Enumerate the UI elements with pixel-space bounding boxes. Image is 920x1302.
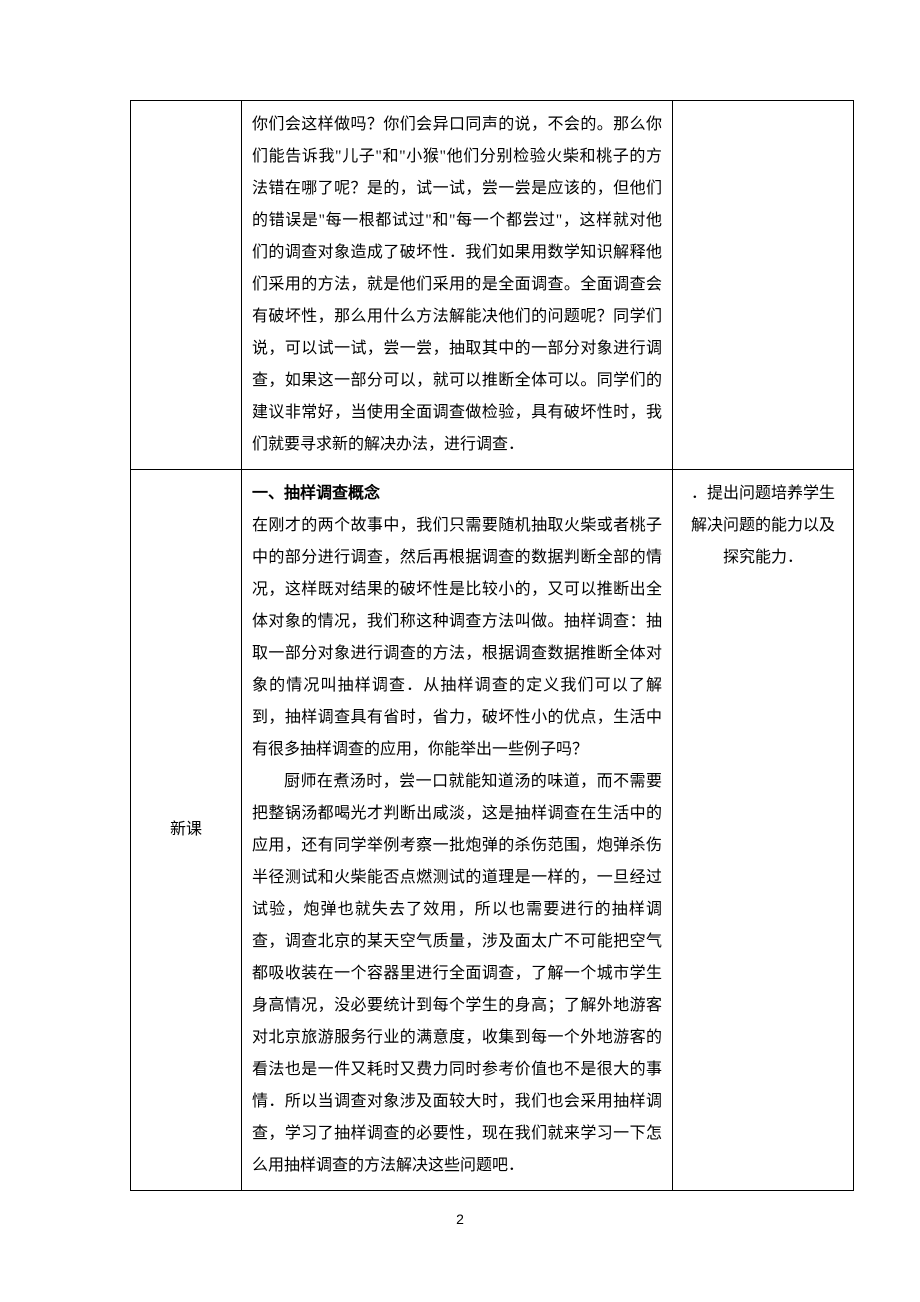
row2-content-cell: 一、抽样调查概念 在刚才的两个故事中，我们只需要随机抽取火柴或者桃子中的部分进行… (242, 470, 673, 1191)
row2-label-cell: 新课 (131, 470, 242, 1191)
row1-paragraph: 你们会这样做吗？你们会异口同声的说，不会的。那么你们能告诉我"儿子"和"小猴"他… (252, 109, 662, 461)
row2-note-cell: ．提出问题培养学生 解决问题的能力以及 探究能力． (673, 470, 854, 1191)
content-table: 你们会这样做吗？你们会异口同声的说，不会的。那么你们能告诉我"儿子"和"小猴"他… (130, 100, 854, 1191)
page-number: 2 (130, 1211, 790, 1227)
note-line-2: 解决问题的能力以及 (683, 510, 843, 542)
row2-label: 新课 (170, 821, 202, 838)
row2-paragraph-1: 在刚才的两个故事中，我们只需要随机抽取火柴或者桃子中的部分进行调查，然后再根据调… (252, 510, 662, 766)
row1-note-cell (673, 101, 854, 470)
row1-content-cell: 你们会这样做吗？你们会异口同声的说，不会的。那么你们能告诉我"儿子"和"小猴"他… (242, 101, 673, 470)
note-line-3: 探究能力． (683, 542, 843, 574)
section-heading: 一、抽样调查概念 (252, 478, 662, 510)
table-row: 你们会这样做吗？你们会异口同声的说，不会的。那么你们能告诉我"儿子"和"小猴"他… (131, 101, 854, 470)
document-page: 你们会这样做吗？你们会异口同声的说，不会的。那么你们能告诉我"儿子"和"小猴"他… (0, 0, 920, 1277)
row2-paragraph-2: 厨师在煮汤时，尝一口就能知道汤的味道，而不需要把整锅汤都喝光才判断出咸淡，这是抽… (252, 766, 662, 1182)
note-line-1: ．提出问题培养学生 (683, 478, 843, 510)
row1-label-cell (131, 101, 242, 470)
table-row: 新课 一、抽样调查概念 在刚才的两个故事中，我们只需要随机抽取火柴或者桃子中的部… (131, 470, 854, 1191)
